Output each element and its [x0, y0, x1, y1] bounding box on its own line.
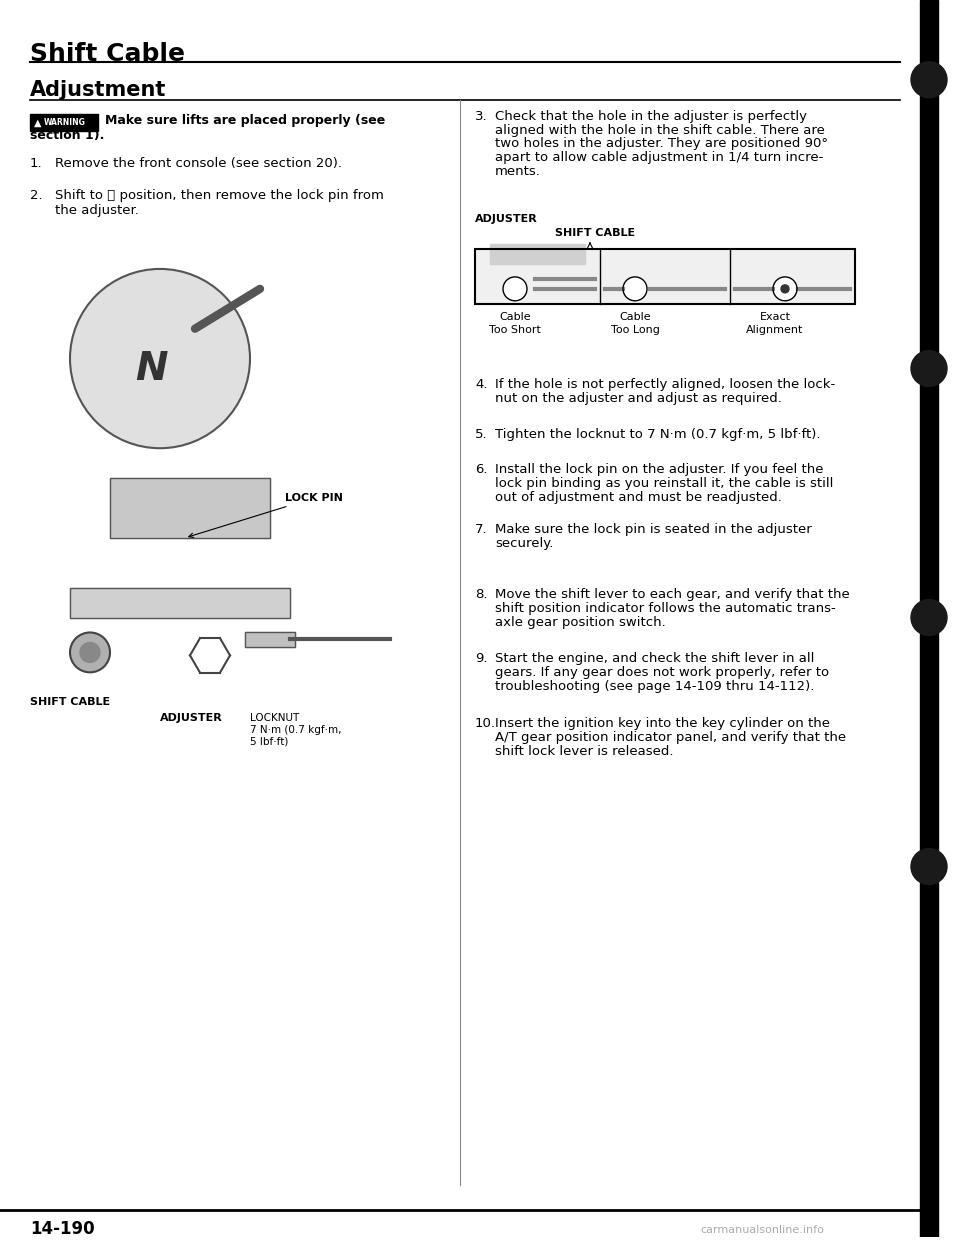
- Text: apart to allow cable adjustment in 1/4 turn incre-: apart to allow cable adjustment in 1/4 t…: [495, 152, 824, 164]
- Text: Check that the hole in the adjuster is perfectly: Check that the hole in the adjuster is p…: [495, 109, 807, 123]
- Text: Shift Cable: Shift Cable: [30, 42, 185, 66]
- Circle shape: [911, 62, 947, 98]
- Bar: [245, 632, 295, 647]
- Bar: [70, 587, 290, 617]
- Text: Shift to Ⓝ position, then remove the lock pin from
the adjuster.: Shift to Ⓝ position, then remove the loc…: [55, 189, 384, 217]
- Bar: [70, 587, 290, 617]
- Text: securely.: securely.: [495, 537, 553, 550]
- Text: 1.: 1.: [30, 158, 42, 170]
- Bar: [475, 248, 855, 304]
- Text: ADJUSTER: ADJUSTER: [160, 713, 223, 723]
- Text: LOCK PIN: LOCK PIN: [189, 493, 343, 538]
- Text: Make sure lifts are placed properly (see: Make sure lifts are placed properly (see: [105, 113, 385, 127]
- Text: nut on the adjuster and adjust as required.: nut on the adjuster and adjust as requir…: [495, 392, 781, 405]
- Text: Too Short: Too Short: [489, 324, 540, 334]
- Circle shape: [911, 848, 947, 884]
- Text: A/T gear position indicator panel, and verify that the: A/T gear position indicator panel, and v…: [495, 732, 846, 744]
- Text: section 1).: section 1).: [30, 129, 105, 143]
- Text: Exact: Exact: [759, 312, 790, 322]
- Text: Insert the ignition key into the key cylinder on the: Insert the ignition key into the key cyl…: [495, 717, 830, 730]
- Circle shape: [70, 632, 110, 672]
- Circle shape: [911, 600, 947, 636]
- Circle shape: [623, 277, 647, 301]
- Bar: [920, 0, 938, 1237]
- Text: Start the engine, and check the shift lever in all: Start the engine, and check the shift le…: [495, 652, 814, 666]
- Text: ments.: ments.: [495, 165, 540, 179]
- Text: 4.: 4.: [475, 379, 488, 391]
- Text: Move the shift lever to each gear, and verify that the: Move the shift lever to each gear, and v…: [495, 587, 850, 601]
- Text: 10.: 10.: [475, 717, 496, 730]
- Text: SHIFT CABLE: SHIFT CABLE: [30, 697, 110, 707]
- Text: carmanualsonline.info: carmanualsonline.info: [700, 1225, 824, 1235]
- Text: two holes in the adjuster. They are positioned 90°: two holes in the adjuster. They are posi…: [495, 138, 828, 150]
- Text: troubleshooting (see page 14-109 thru 14-112).: troubleshooting (see page 14-109 thru 14…: [495, 681, 814, 693]
- Text: axle gear position switch.: axle gear position switch.: [495, 616, 665, 628]
- Text: ▲: ▲: [34, 118, 41, 128]
- Text: Alignment: Alignment: [746, 324, 804, 334]
- Text: Make sure the lock pin is seated in the adjuster: Make sure the lock pin is seated in the …: [495, 523, 812, 537]
- Circle shape: [70, 270, 250, 448]
- Text: Tighten the locknut to 7 N·m (0.7 kgf·m, 5 lbf·ft).: Tighten the locknut to 7 N·m (0.7 kgf·m,…: [495, 428, 821, 441]
- Text: Adjustment: Adjustment: [30, 79, 166, 99]
- Text: LOCKNUT
7 N·m (0.7 kgf·m,
5 lbf·ft): LOCKNUT 7 N·m (0.7 kgf·m, 5 lbf·ft): [250, 713, 342, 746]
- Text: lock pin binding as you reinstall it, the cable is still: lock pin binding as you reinstall it, th…: [495, 477, 833, 491]
- Text: gears. If any gear does not work properly, refer to: gears. If any gear does not work properl…: [495, 667, 829, 679]
- Bar: [110, 478, 270, 538]
- Text: N: N: [135, 349, 167, 388]
- Text: WARNING: WARNING: [44, 118, 85, 127]
- Text: 14-190: 14-190: [30, 1220, 95, 1238]
- Circle shape: [80, 642, 100, 662]
- Text: shift position indicator follows the automatic trans-: shift position indicator follows the aut…: [495, 601, 836, 615]
- Circle shape: [911, 350, 947, 386]
- Circle shape: [781, 284, 789, 293]
- Text: Too Long: Too Long: [611, 324, 660, 334]
- Text: out of adjustment and must be readjusted.: out of adjustment and must be readjusted…: [495, 491, 781, 504]
- Text: aligned with the hole in the shift cable. There are: aligned with the hole in the shift cable…: [495, 123, 825, 137]
- Text: shift lock lever is released.: shift lock lever is released.: [495, 745, 674, 758]
- Bar: [245, 632, 295, 647]
- Text: 3.: 3.: [475, 109, 488, 123]
- Text: 9.: 9.: [475, 652, 488, 666]
- Text: Cable: Cable: [499, 312, 531, 322]
- Bar: [110, 478, 270, 538]
- Circle shape: [773, 277, 797, 301]
- Bar: [490, 243, 585, 265]
- Text: Remove the front console (see section 20).: Remove the front console (see section 20…: [55, 158, 342, 170]
- Text: Cable: Cable: [619, 312, 651, 322]
- Text: If the hole is not perfectly aligned, loosen the lock-: If the hole is not perfectly aligned, lo…: [495, 379, 835, 391]
- Bar: [475, 248, 855, 304]
- Text: 8.: 8.: [475, 587, 488, 601]
- Bar: [30, 113, 98, 132]
- Circle shape: [503, 277, 527, 301]
- Text: 7.: 7.: [475, 523, 488, 537]
- Text: ADJUSTER: ADJUSTER: [475, 214, 538, 224]
- Text: SHIFT CABLE: SHIFT CABLE: [555, 229, 636, 238]
- Text: 2.: 2.: [30, 189, 42, 202]
- Text: 5.: 5.: [475, 428, 488, 441]
- Text: 6.: 6.: [475, 463, 488, 476]
- Text: Install the lock pin on the adjuster. If you feel the: Install the lock pin on the adjuster. If…: [495, 463, 824, 476]
